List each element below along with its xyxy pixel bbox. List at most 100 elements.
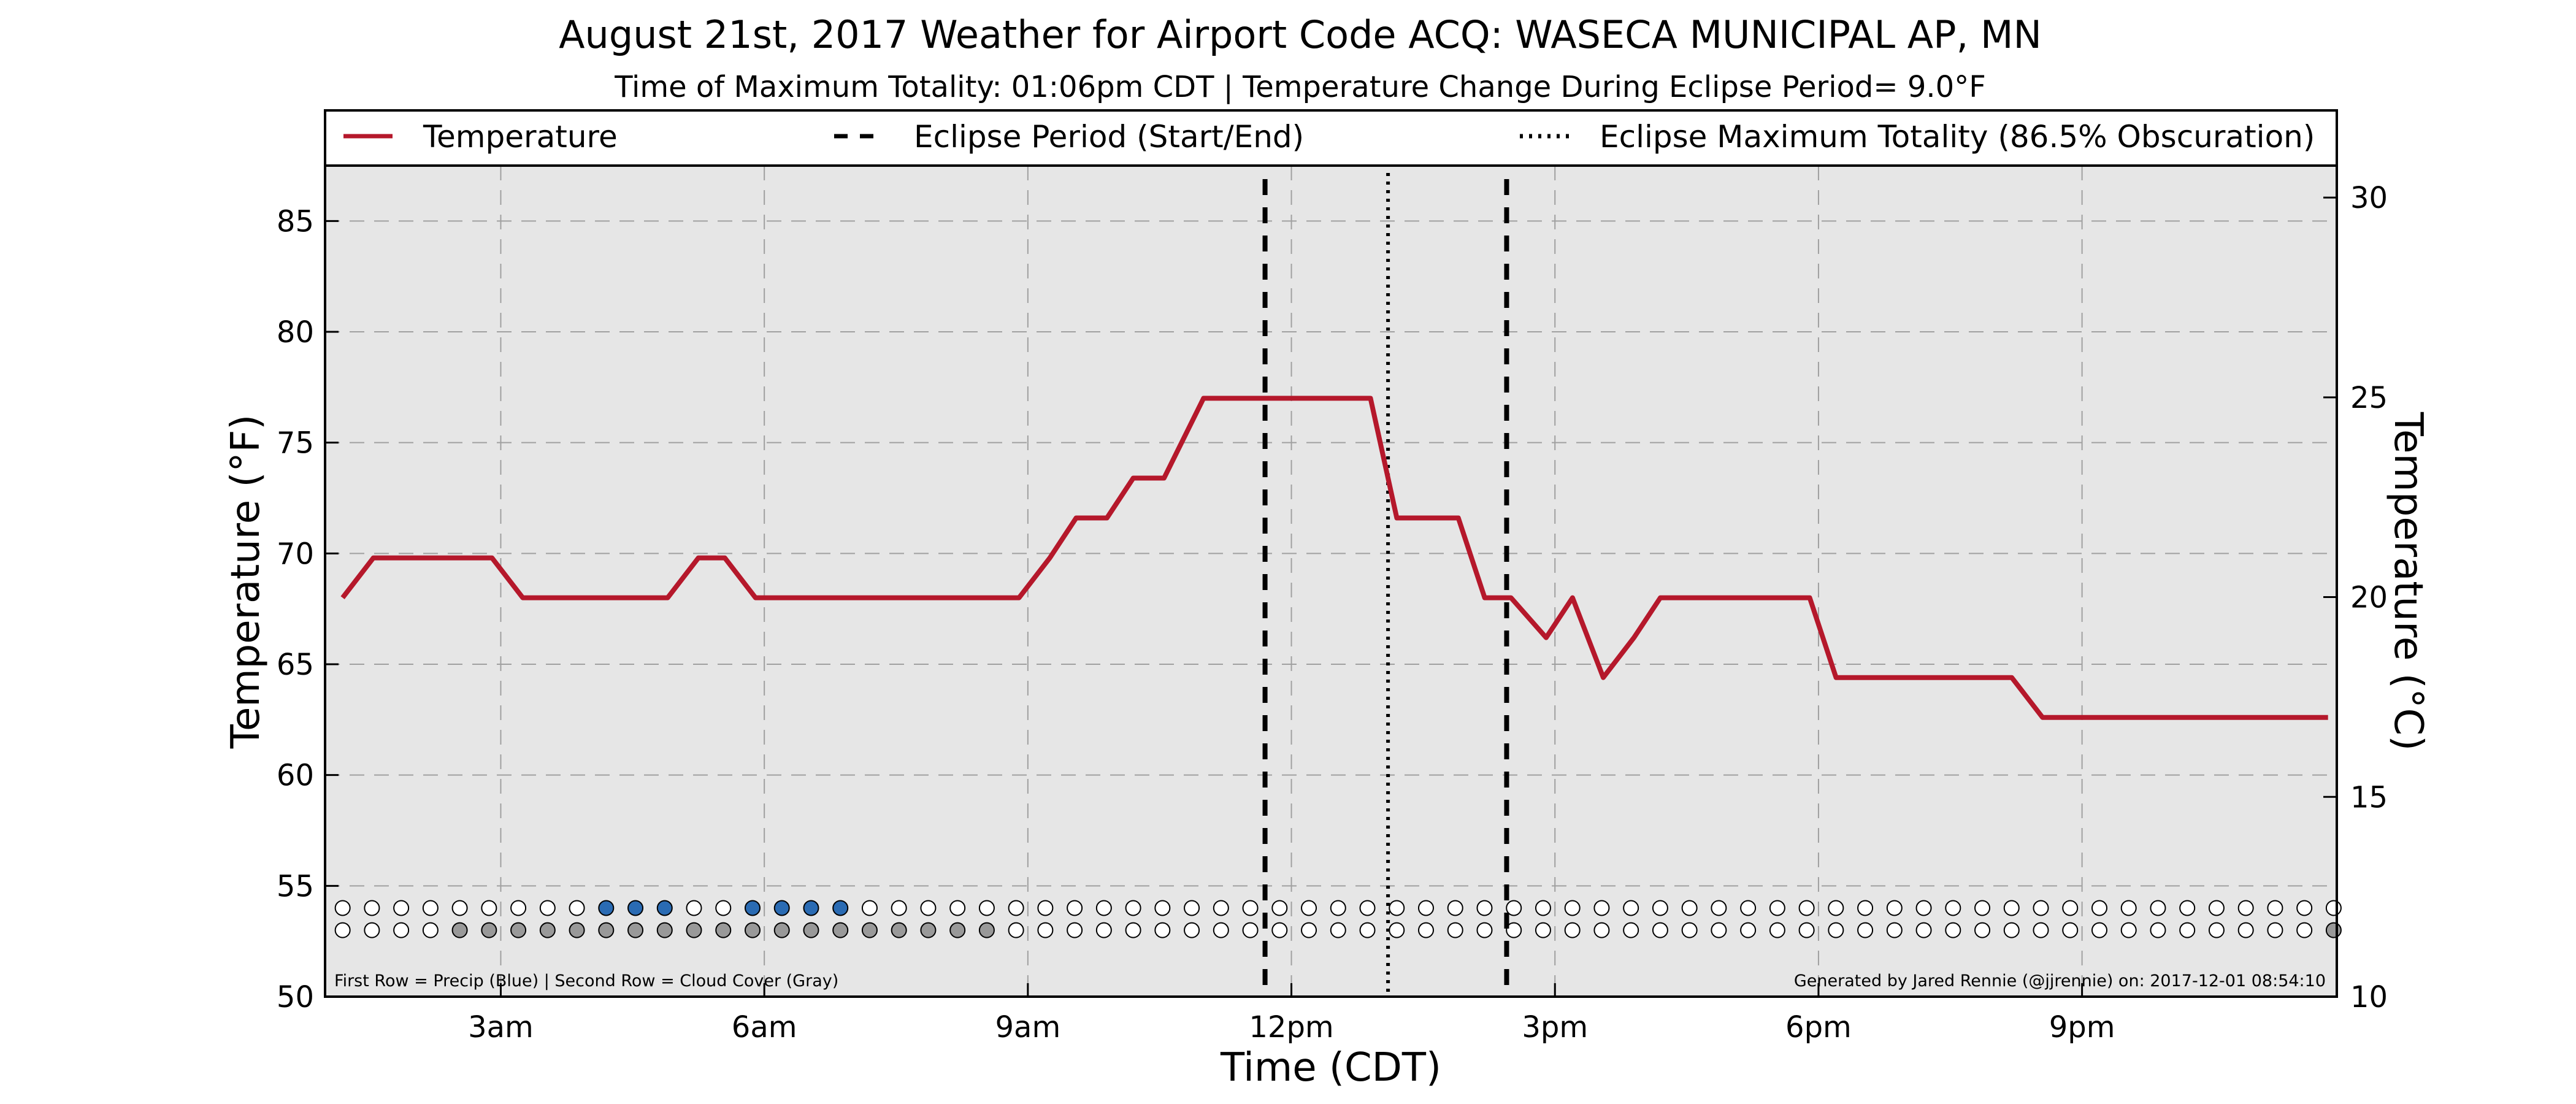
y-right-tick-label: 15 (2350, 780, 2388, 815)
precip-dot (1389, 900, 1405, 916)
precip-dot (422, 900, 439, 916)
cloud-dot (422, 922, 439, 938)
legend-box (324, 109, 2338, 167)
precip-dot (1476, 900, 1493, 916)
precip-dot (949, 900, 966, 916)
cloud-dot (2120, 922, 2137, 938)
legend-max-totality-label: Eclipse Maximum Totality (86.5% Obscurat… (1600, 119, 2315, 155)
precip-dot (1506, 900, 1522, 916)
precip-dot (393, 900, 410, 916)
precip-dot (1125, 900, 1141, 916)
precip-dot (978, 900, 995, 916)
cloud-dot (2208, 922, 2225, 938)
precip-dot (1271, 900, 1288, 916)
cloud-dot (949, 922, 966, 938)
chart-subtitle: Time of Maximum Totality: 01:06pm CDT | … (614, 70, 1986, 104)
cloud-dot (1037, 922, 1054, 938)
cloud-dot (539, 922, 556, 938)
y-tick-label: 75 (277, 426, 314, 461)
cloud-dot (2091, 922, 2107, 938)
precip-dot (773, 900, 790, 916)
cloud-dot (2325, 922, 2342, 938)
cloud-dot (1593, 922, 1610, 938)
y-tick-label: 70 (277, 537, 314, 571)
precip-dot (481, 900, 497, 916)
y-tick-label: 55 (277, 869, 314, 903)
precip-dot (1330, 900, 1346, 916)
x-tick-label: 6pm (1785, 1010, 1852, 1045)
cloud-dot (1828, 922, 1844, 938)
precip-dot (1535, 900, 1551, 916)
precip-dot (2208, 900, 2225, 916)
precip-dot (1301, 900, 1317, 916)
precip-dot (861, 900, 878, 916)
legend-temperature-label: Temperature (423, 119, 618, 155)
precip-dot (744, 900, 761, 916)
y-axis-right-ticks: 10 15 20 25 30 (2323, 181, 2388, 1014)
precip-dot (1359, 900, 1376, 916)
cloud-dot (1886, 922, 1903, 938)
x-tick-label: 3am (468, 1010, 534, 1045)
cloud-dot (1652, 922, 1668, 938)
precip-dot (1945, 900, 1961, 916)
x-axis-label: Time (CDT) (1220, 1045, 1441, 1091)
y-tick-label: 80 (277, 315, 314, 350)
y-right-tick-label: 30 (2350, 181, 2388, 215)
y-tick-label: 50 (277, 980, 314, 1014)
precip-dot (1740, 900, 1757, 916)
cloud-dot (1389, 922, 1405, 938)
precip-dot (1681, 900, 1698, 916)
precip-dot (1974, 900, 1991, 916)
cloud-dot (2237, 922, 2254, 938)
cloud-dot (1213, 922, 1229, 938)
cloud-dot (978, 922, 995, 938)
note-left: First Row = Precip (Blue) | Second Row =… (334, 972, 838, 991)
x-tick-label: 9am (995, 1010, 1060, 1045)
precip-dot (2033, 900, 2049, 916)
cloud-dot (1564, 922, 1581, 938)
cloud-dot (334, 922, 351, 938)
cloud-dot (1154, 922, 1171, 938)
cloud-dot (1857, 922, 1874, 938)
cloud-dot (2003, 922, 2020, 938)
cloud-dot (1184, 922, 1200, 938)
cloud-dot (2062, 922, 2079, 938)
cloud-dot (2033, 922, 2049, 938)
x-tick-label: 12pm (1249, 1010, 1333, 1045)
precip-dot (569, 900, 585, 916)
precip-dot (2091, 900, 2107, 916)
cloud-dot (832, 922, 849, 938)
precip-dot (510, 900, 527, 916)
precip-dot (891, 900, 907, 916)
precip-dot (2003, 900, 2020, 916)
cloud-dot (1242, 922, 1259, 938)
cloud-dot (715, 922, 732, 938)
precip-dot (832, 900, 849, 916)
cloud-dot (1330, 922, 1346, 938)
precip-dot (627, 900, 644, 916)
cloud-dot (569, 922, 585, 938)
cloud-dot (1476, 922, 1493, 938)
cloud-dot (598, 922, 615, 938)
cloud-dot (656, 922, 673, 938)
cloud-dot (1095, 922, 1112, 938)
y-axis-ticks: 50 55 60 65 70 75 80 85 (277, 204, 339, 1014)
precip-dot (2062, 900, 2079, 916)
plot-area (325, 166, 2337, 997)
cloud-dot (2296, 922, 2313, 938)
cloud-dot (1711, 922, 1727, 938)
precip-dot (715, 900, 732, 916)
cloud-dot (744, 922, 761, 938)
cloud-dot (1271, 922, 1288, 938)
x-tick-label: 6am (732, 1010, 797, 1045)
precip-dot (2296, 900, 2313, 916)
cloud-dot (2179, 922, 2196, 938)
x-tick-label: 3pm (1522, 1010, 1588, 1045)
precip-dot (1915, 900, 1932, 916)
x-tick-label: 9pm (2049, 1010, 2115, 1045)
cloud-dot (1359, 922, 1376, 938)
precip-dot (1652, 900, 1668, 916)
cloud-dot (364, 922, 380, 938)
precip-dot (656, 900, 673, 916)
cloud-dot (1945, 922, 1961, 938)
